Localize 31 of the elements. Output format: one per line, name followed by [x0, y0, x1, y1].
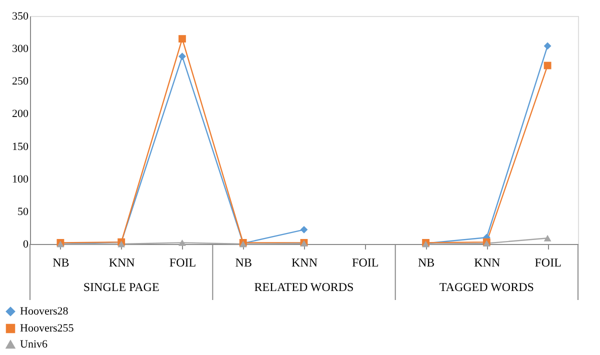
text: SINGLE PAGE	[83, 280, 160, 294]
x-tick-label: FOIL	[169, 256, 196, 270]
point	[178, 239, 186, 246]
text: TAGGED WORDS	[439, 280, 534, 294]
y-tick-label: 50	[18, 206, 29, 218]
y-tick-label: 200	[12, 108, 29, 120]
y-tick-label: 350	[12, 10, 29, 22]
point	[300, 226, 308, 234]
x-tick-label: FOIL	[352, 256, 379, 270]
y-tick-label: 300	[12, 43, 29, 56]
point	[118, 240, 126, 248]
x-tick-label: KNN	[474, 256, 500, 270]
point	[178, 35, 186, 43]
legend-label: Hoovers28	[20, 306, 69, 318]
text: RELATED WORDS	[254, 280, 354, 294]
legend-label: Univ6	[20, 338, 48, 350]
x-tick-label: NB	[418, 256, 435, 270]
y-tick-label: 150	[12, 140, 29, 153]
x-tick-label: KNN	[292, 256, 318, 270]
point	[544, 42, 552, 50]
point	[178, 52, 186, 60]
x-tick-label: NB	[52, 256, 70, 270]
point	[544, 62, 552, 70]
legend-label: Hoovers255	[20, 322, 74, 334]
x-tick-label: FOIL	[534, 256, 562, 270]
y-tick-label: 100	[12, 173, 29, 186]
x-tick-label: NB	[235, 256, 252, 270]
x-tick-label: KNN	[108, 256, 136, 270]
y-tick-label: 250	[12, 76, 29, 88]
y-tick-label: 0	[23, 238, 29, 250]
point	[544, 234, 552, 242]
